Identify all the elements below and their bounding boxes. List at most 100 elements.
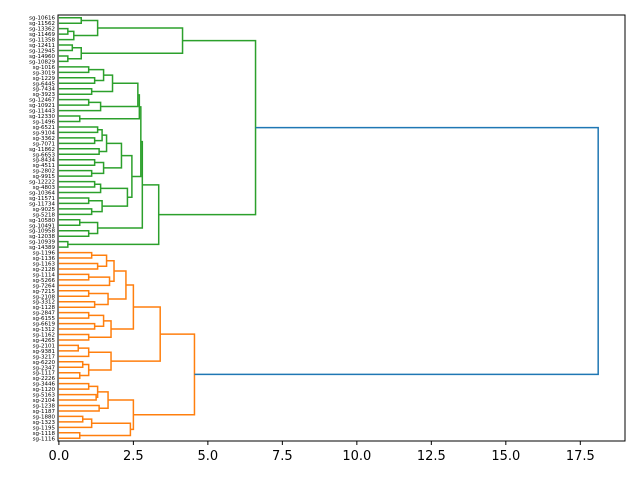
dendrogram-link: [58, 361, 84, 369]
x-tick-label: 10.0: [342, 449, 371, 464]
dendrogram-link: [88, 292, 109, 306]
dendrogram-link: [158, 39, 257, 216]
x-tick-label: 2.5: [123, 449, 144, 464]
leaf-label: sg-1187: [33, 409, 56, 415]
dendrogram-link: [58, 27, 69, 35]
leaf-label: sg-1880: [33, 414, 56, 420]
dendrogram-link: [58, 322, 96, 330]
dendrogram-link: [67, 47, 82, 60]
leaf-label: sg-7434: [33, 87, 56, 93]
dendrogram-link: [58, 311, 90, 319]
leaf-label: sg-10939: [29, 240, 55, 246]
leaf-label: sg-11443: [29, 109, 55, 115]
leaf-label: sg-1496: [33, 120, 56, 126]
dendrogram-link: [131, 106, 142, 178]
leaf-label: sg-9025: [33, 207, 56, 213]
leaf-label: sg-9104: [33, 130, 56, 136]
dendrogram-link: [58, 148, 100, 156]
leaf-label: sg-4265: [33, 338, 56, 344]
dendrogram-link: [58, 30, 75, 41]
leaf-label: sg-1162: [33, 333, 55, 339]
dendrogram-link: [58, 55, 69, 63]
dendrogram-link: [97, 140, 144, 229]
dendrogram-link: [58, 98, 90, 106]
dendrogram-link: [58, 371, 81, 379]
dendrogram-link: [58, 169, 93, 177]
dendrogram-link: [58, 87, 93, 95]
dendrogram-link: [58, 251, 93, 259]
leaf-label: sg-6220: [33, 360, 56, 366]
leaf-label: sg-1118: [33, 431, 56, 437]
dendrogram-link: [58, 180, 96, 188]
leaf-label: sg-10921: [29, 103, 55, 109]
leaf-label: sg-14960: [29, 54, 55, 60]
leaf-label: sg-1196: [33, 251, 56, 257]
dendrogram-link: [58, 382, 90, 390]
dendrogram-link: [79, 221, 99, 235]
leaf-label: sg-10958: [29, 229, 55, 235]
dendrogram-link: [73, 19, 99, 37]
dendrogram-link: [58, 16, 82, 24]
dendrogram-link: [58, 344, 80, 352]
dendrogram-link: [58, 393, 97, 401]
leaf-label: sg-4803: [33, 185, 56, 191]
dendrogram-link: [88, 68, 105, 82]
leaf-label: sg-5218: [33, 212, 56, 218]
leaf-label: sg-1128: [33, 305, 56, 311]
dendrogram-link: [88, 199, 103, 213]
leaf-label: sg-2108: [33, 294, 56, 300]
dendrogram-link: [88, 320, 112, 338]
leaf-labels: sg-10616sg-11562sg-13362sg-11469sg-11358…: [29, 16, 55, 443]
dendrogram-link: [111, 284, 135, 330]
x-tick-label: 5.0: [198, 449, 219, 464]
dendrogram-link: [58, 101, 102, 112]
x-tick-label: 15.0: [491, 449, 520, 464]
leaf-label: sg-12222: [29, 180, 55, 186]
dendrogram-link: [58, 273, 90, 281]
leaf-label: sg-2226: [33, 376, 56, 382]
leaf-label: sg-11562: [29, 21, 55, 27]
leaf-label: sg-10364: [29, 191, 55, 197]
leaf-label: sg-6521: [33, 125, 55, 131]
dendrogram-link: [58, 276, 111, 287]
leaf-label: sg-1323: [33, 420, 56, 426]
dendrogram-link: [58, 115, 81, 123]
dendrogram-link: [79, 363, 90, 377]
leaf-label: sg-1136: [33, 256, 56, 262]
dendrogram-link: [58, 347, 90, 358]
dendrogram-link: [58, 137, 96, 145]
dendrogram-link: [108, 399, 135, 431]
leaf-label: sg-2101: [33, 343, 55, 349]
axes-frame: [57, 14, 626, 442]
x-axis: 0.0 2.5 5.0 7.5 10.0 12.5 15.0 17.5: [49, 441, 595, 464]
leaf-label: sg-11358: [29, 38, 55, 44]
leaf-label: sg-1114: [33, 272, 56, 278]
dendrogram-link: [58, 219, 81, 227]
dendrogram-link: [58, 333, 90, 341]
dendrogram-link: [58, 404, 100, 412]
leaf-label: sg-2802: [33, 169, 55, 175]
leaf-label: sg-10829: [29, 59, 55, 65]
leaf-label: sg-6445: [33, 81, 56, 87]
leaf-label: sg-4511: [33, 163, 55, 169]
dendrogram-link: [58, 262, 99, 270]
dendrogram-link: [91, 161, 105, 175]
leaf-label: sg-1116: [33, 436, 56, 442]
leaf-label: sg-10491: [29, 223, 55, 229]
leaf-label: sg-11571: [29, 196, 55, 202]
leaf-label: sg-3923: [33, 92, 56, 98]
leaf-label: sg-3446: [33, 382, 56, 388]
dendrogram-link: [108, 270, 127, 300]
dendrogram-link: [58, 77, 96, 85]
x-tick-label: 7.5: [272, 449, 293, 464]
leaf-label: sg-2104: [33, 398, 56, 404]
dendrogram-link: [58, 290, 90, 298]
leaf-label: sg-13362: [29, 27, 55, 33]
dendrogram-link: [88, 351, 112, 371]
leaf-label: sg-9381: [33, 349, 55, 355]
leaf-label: sg-1163: [33, 262, 56, 268]
leaf-label: sg-6619: [33, 322, 56, 328]
leaf-label: sg-5266: [33, 278, 56, 284]
dendrogram-link: [58, 240, 69, 248]
